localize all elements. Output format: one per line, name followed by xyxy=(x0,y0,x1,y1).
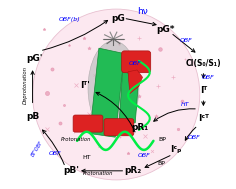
Text: OBF: OBF xyxy=(138,153,151,158)
Text: HT: HT xyxy=(181,102,190,107)
Polygon shape xyxy=(128,70,143,94)
Text: OBF: OBF xyxy=(202,75,214,80)
Text: Iᶜₚ: Iᶜₚ xyxy=(170,145,182,153)
Text: pB: pB xyxy=(26,112,39,121)
Text: BT'OBF: BT'OBF xyxy=(30,140,44,158)
Ellipse shape xyxy=(33,9,200,180)
Text: OBF: OBF xyxy=(180,38,193,43)
Text: pB': pB' xyxy=(63,166,79,175)
Text: pR₁: pR₁ xyxy=(131,123,148,132)
Text: OBF: OBF xyxy=(49,151,62,156)
Text: BP: BP xyxy=(159,136,166,142)
Polygon shape xyxy=(90,48,124,137)
Text: Protonation: Protonation xyxy=(61,137,92,143)
Text: Iᵀ: Iᵀ xyxy=(200,86,207,95)
Text: HT: HT xyxy=(83,155,91,160)
Text: Protonation: Protonation xyxy=(83,170,113,176)
Text: OBF: OBF xyxy=(188,135,201,140)
Text: pR₂: pR₂ xyxy=(124,166,141,175)
Text: Iᶜᵀ: Iᶜᵀ xyxy=(198,114,209,123)
Text: pG': pG' xyxy=(26,54,43,63)
Text: OBF: OBF xyxy=(129,61,142,66)
Ellipse shape xyxy=(88,41,139,135)
Polygon shape xyxy=(119,72,139,126)
FancyBboxPatch shape xyxy=(104,119,134,136)
Text: CI(S₀/S₁): CI(S₀/S₁) xyxy=(185,59,221,68)
Text: BP: BP xyxy=(158,161,165,166)
FancyBboxPatch shape xyxy=(122,51,151,73)
Text: Deprotonation: Deprotonation xyxy=(23,66,28,104)
Text: OBF(b): OBF(b) xyxy=(59,17,81,22)
Text: pG: pG xyxy=(111,14,125,23)
Text: Iᵀ': Iᵀ' xyxy=(80,81,90,90)
Text: pG*: pG* xyxy=(156,25,174,34)
FancyBboxPatch shape xyxy=(73,115,103,132)
Text: hν: hν xyxy=(137,7,148,16)
